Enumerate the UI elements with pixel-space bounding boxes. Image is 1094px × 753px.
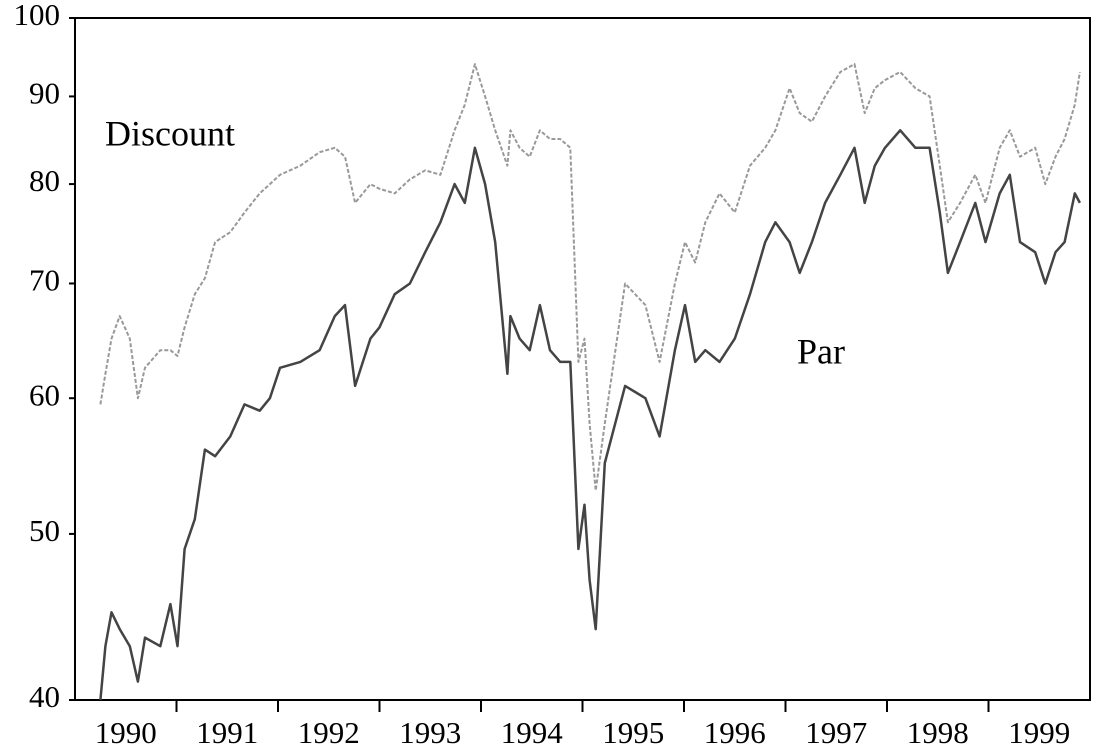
series-label: Discount (105, 113, 235, 153)
series-label: Par (797, 331, 845, 371)
x-tick-label: 1997 (805, 715, 867, 750)
x-tick-label: 1999 (1008, 715, 1070, 750)
y-tick-label: 40 (29, 679, 60, 714)
x-tick-label: 1992 (298, 715, 360, 750)
y-tick-label: 70 (29, 263, 60, 298)
series-line (99, 129, 1082, 701)
y-tick-label: 90 (29, 76, 60, 111)
x-tick-label: 1995 (602, 715, 664, 750)
x-tick-label: 1991 (196, 715, 258, 750)
x-tick-label: 1996 (704, 715, 766, 750)
y-tick-label: 50 (29, 513, 60, 548)
y-tick-label: 100 (14, 0, 61, 32)
x-tick-label: 1990 (95, 715, 157, 750)
x-tick-label: 1994 (501, 715, 564, 750)
x-tick-label: 1993 (399, 715, 461, 750)
series-line (99, 63, 1081, 492)
x-tick-label: 1998 (907, 715, 969, 750)
y-tick-label: 80 (29, 163, 60, 198)
y-tick-label: 60 (29, 377, 60, 412)
